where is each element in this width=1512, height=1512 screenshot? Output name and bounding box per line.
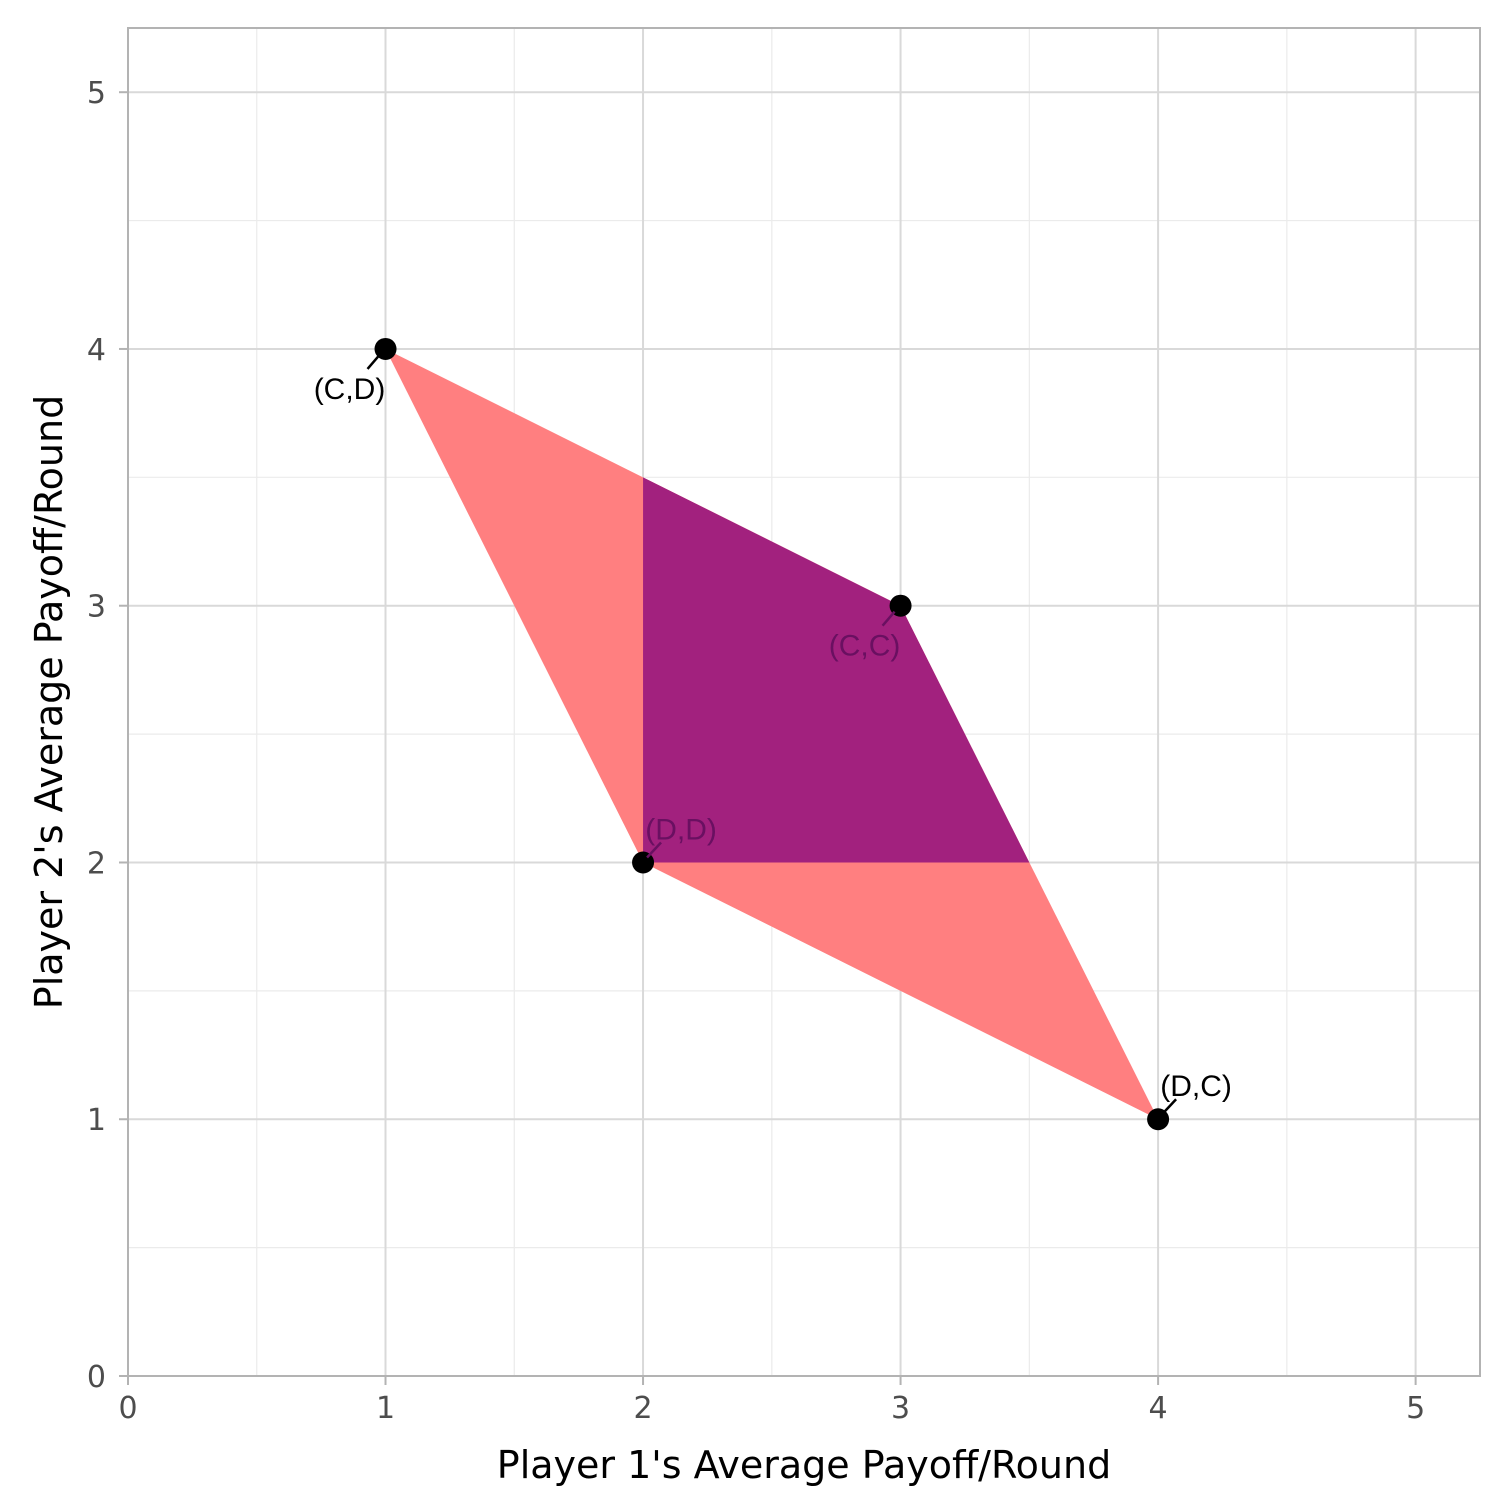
y-tick-label: 1: [87, 1103, 106, 1138]
y-tick-label: 4: [87, 333, 106, 368]
plot-panel-border: [127, 27, 1481, 1377]
y-tick-label: 3: [87, 590, 106, 625]
y-tick-label: 0: [87, 1360, 106, 1395]
y-axis-ticks: 0 1 2 3 4 5: [87, 76, 128, 1395]
payoff-point: [374, 337, 397, 360]
x-tick-label: 3: [891, 1391, 910, 1426]
x-tick-label: 0: [118, 1391, 137, 1426]
x-tick-label: 2: [634, 1391, 653, 1426]
x-tick-label: 1: [376, 1391, 395, 1426]
label-leader-line: [1161, 1098, 1178, 1116]
label-leader-line: [646, 841, 662, 859]
payoff-point: [889, 594, 912, 617]
point-label: (D,C): [1160, 1070, 1232, 1103]
label-leader-line: [881, 610, 896, 627]
label-leader-line: [366, 354, 381, 370]
point-label: (C,C): [829, 630, 901, 663]
payoff-points: [374, 337, 1170, 1131]
x-axis-title: Player 1's Average Payoff/Round: [497, 1443, 1111, 1487]
point-label: (D,D): [645, 813, 717, 846]
payoff-regions: [385, 348, 1159, 1120]
x-tick-label: 5: [1406, 1391, 1425, 1426]
point-labels: (C,D) (C,C) (D,D) (D,C): [314, 354, 1232, 1116]
region-individually-rational: [643, 477, 1030, 863]
point-label: (C,D): [314, 373, 386, 406]
y-tick-label: 5: [87, 76, 106, 111]
x-tick-label: 4: [1149, 1391, 1168, 1426]
minor-gridlines: [128, 28, 1480, 1376]
x-axis-ticks: 0 1 2 3 4 5: [118, 1376, 1425, 1426]
y-axis-title: Player 2's Average Payoff/Round: [27, 395, 71, 1009]
y-tick-label: 2: [87, 846, 106, 881]
